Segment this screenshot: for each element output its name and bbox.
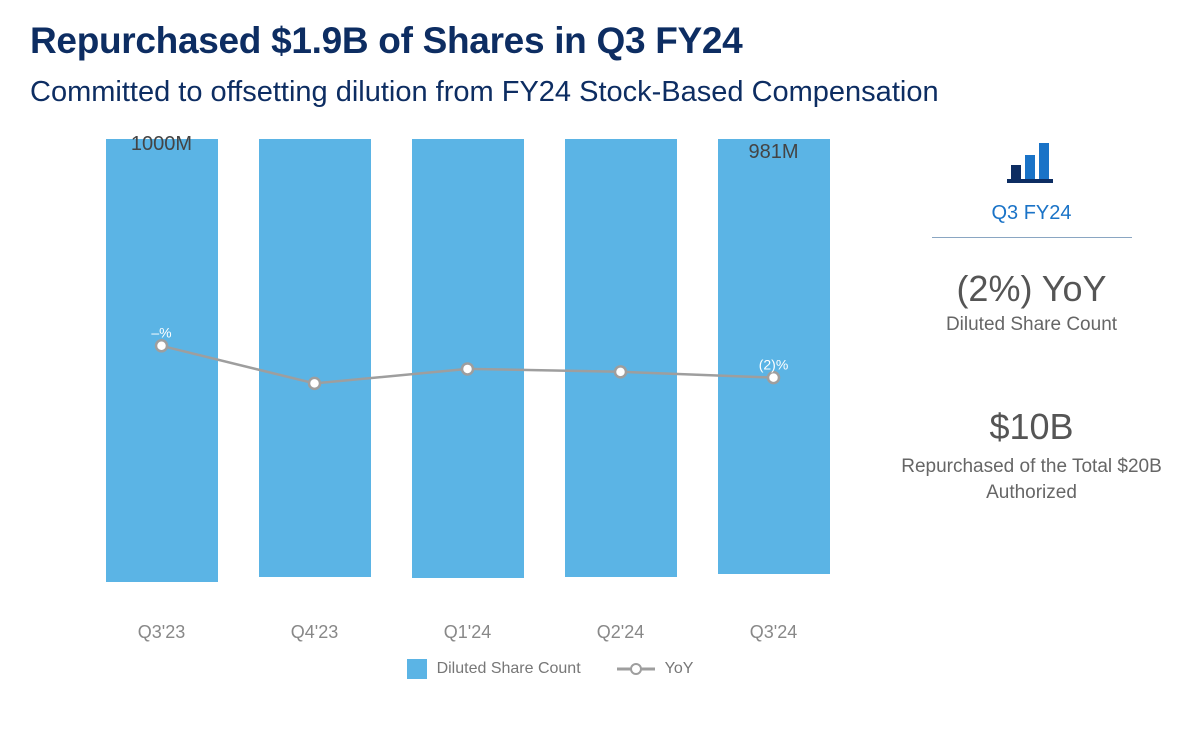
x-axis-label: Q2'24	[544, 622, 697, 643]
page-title: Repurchased $1.9B of Shares in Q3 FY24	[30, 20, 1163, 62]
bar-rect	[106, 139, 218, 582]
legend-item-line: YoY	[617, 660, 694, 678]
side-stat2-label: Repurchased of the Total $20B Authorized	[900, 454, 1163, 505]
bar-rect	[718, 139, 830, 574]
legend-swatch-line	[617, 662, 655, 676]
legend-swatch-bar	[407, 659, 427, 679]
bar-rect	[259, 139, 371, 577]
bar-group	[391, 139, 544, 609]
x-axis-labels: Q3'23Q4'23Q1'24Q2'24Q3'24	[85, 622, 850, 643]
legend-label-line: YoY	[665, 660, 694, 678]
side-stat1-value: (2%) YoY	[956, 268, 1106, 310]
bar-group: 1000M	[85, 139, 238, 609]
bar-group	[544, 139, 697, 609]
chart-legend: Diluted Share Count YoY	[230, 659, 870, 679]
bar-rect	[412, 139, 524, 578]
legend-label-bar: Diluted Share Count	[437, 660, 581, 678]
side-stat2-value: $10B	[989, 406, 1073, 448]
side-period-label: Q3 FY24	[932, 202, 1132, 238]
bar-value-label: 981M	[748, 141, 798, 164]
x-axis-label: Q3'23	[85, 622, 238, 643]
page-subtitle: Committed to offsetting dilution from FY…	[30, 76, 1163, 109]
bar-value-label: 1000M	[131, 133, 192, 156]
bars-row: 1000M 981M	[85, 139, 850, 609]
side-panel: Q3 FY24 (2%) YoY Diluted Share Count $10…	[900, 129, 1163, 689]
bar-group	[238, 139, 391, 609]
bar-chart-icon	[1005, 139, 1059, 194]
side-stat1-label: Diluted Share Count	[946, 314, 1117, 336]
x-axis-label: Q1'24	[391, 622, 544, 643]
content-row: 1000M981M –%(2)% Q3'23Q4'23Q1'24Q2'24Q3'…	[30, 129, 1163, 689]
chart-plot: 1000M981M –%(2)% Q3'23Q4'23Q1'24Q2'24Q3'…	[30, 139, 870, 609]
bar-rect	[565, 139, 677, 577]
chart-area: 1000M981M –%(2)% Q3'23Q4'23Q1'24Q2'24Q3'…	[30, 129, 870, 689]
x-axis-label: Q4'23	[238, 622, 391, 643]
bar-group: 981M	[697, 139, 850, 609]
legend-item-bar: Diluted Share Count	[407, 659, 581, 679]
x-axis-label: Q3'24	[697, 622, 850, 643]
